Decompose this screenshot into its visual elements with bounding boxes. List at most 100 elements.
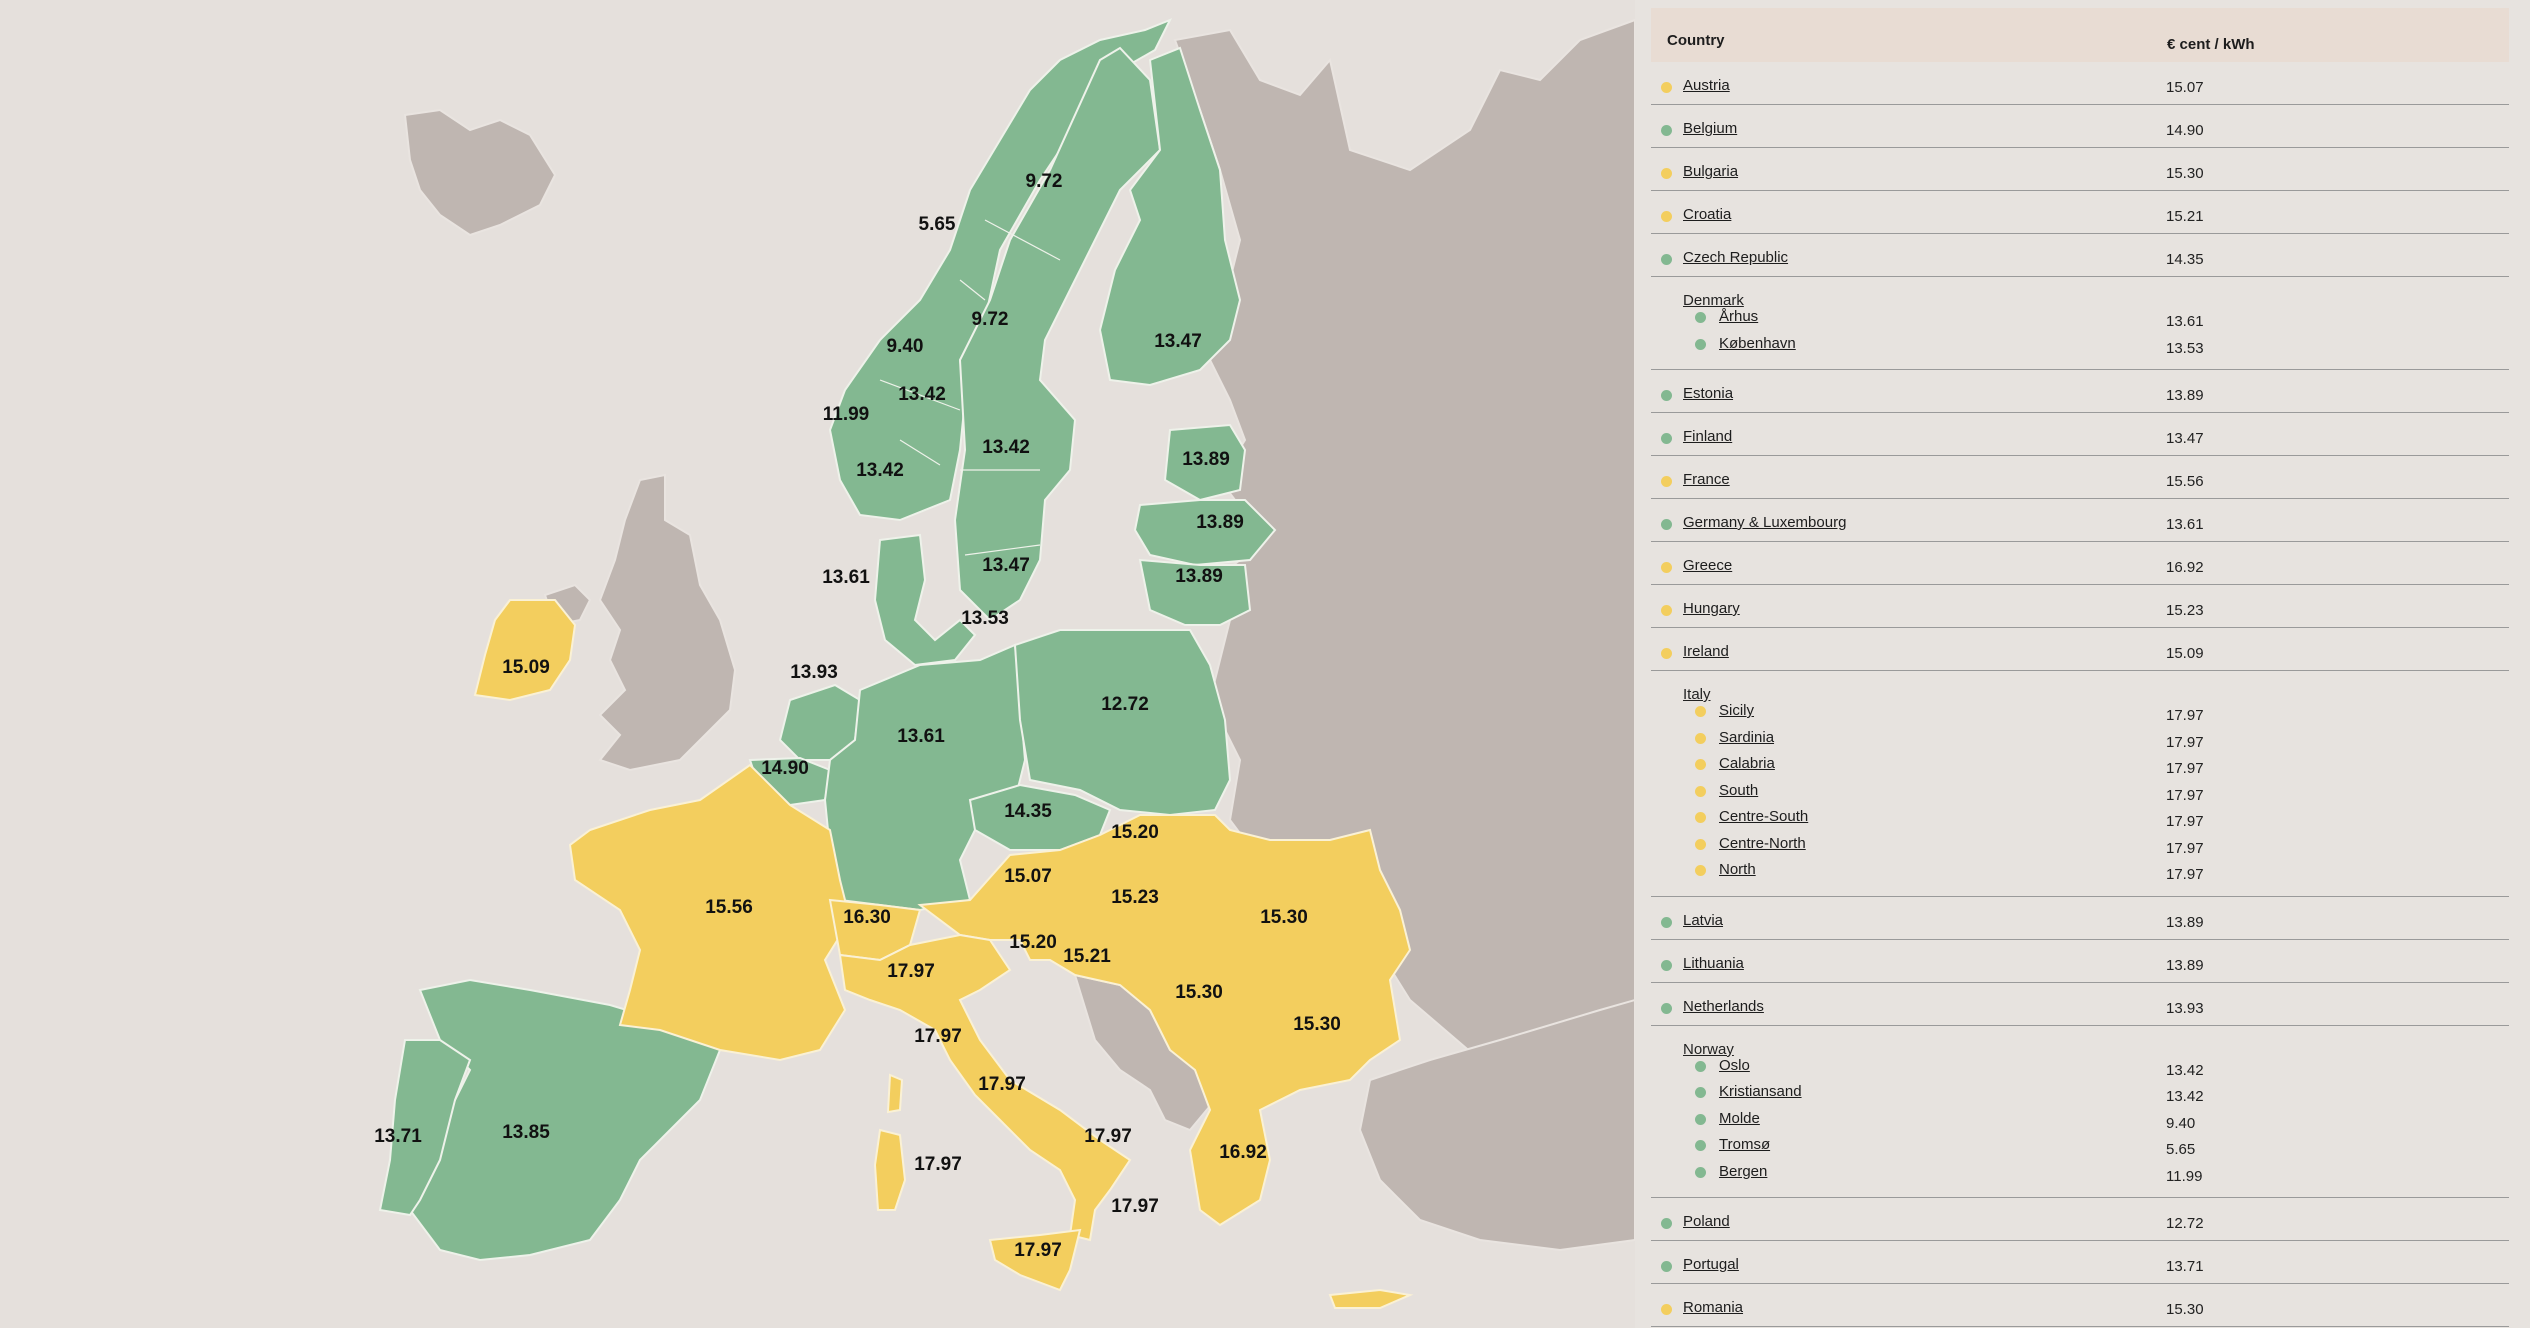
price-value: 17.97 [2166, 866, 2204, 883]
map-label-greece: 16.92 [1219, 1142, 1267, 1163]
country-link[interactable]: Finland [1683, 428, 1733, 445]
group-name[interactable]: Norway [1683, 1040, 1734, 1058]
table-sub-row: Oslo 13.42 [1651, 1055, 2509, 1082]
map-label-no-kristiansand: 13.42 [856, 460, 904, 481]
table-sub-row: Sardinia 17.97 [1651, 727, 2509, 754]
finland-region [1098, 46, 1242, 387]
table-row: Czech Republic 14.35 [1651, 234, 2509, 277]
table-row: Estonia 13.89 [1651, 370, 2509, 413]
portugal-region [378, 1039, 472, 1217]
country-link[interactable]: Austria [1683, 77, 1730, 94]
price-dot-icon [1661, 959, 1672, 971]
map-label-bulgaria: 15.30 [1293, 1014, 1341, 1035]
price-value: 14.35 [2166, 251, 2204, 268]
country-link[interactable]: Belgium [1683, 120, 1738, 137]
price-dot-icon [1661, 168, 1672, 179]
map-label-ireland: 15.09 [502, 657, 550, 678]
table-row: Latvia 13.89 [1651, 897, 2509, 940]
map-label-serbia: 15.30 [1175, 982, 1223, 1003]
ireland-region [473, 599, 577, 702]
lithuania-region [1138, 558, 1252, 626]
map-label-it-south: 17.97 [1084, 1126, 1132, 1147]
region-link[interactable]: Kristiansand [1719, 1083, 1802, 1100]
country-link[interactable]: Ireland [1683, 643, 1729, 660]
region-link[interactable]: Centre-North [1719, 834, 1806, 852]
map-label-croatia: 15.21 [1063, 946, 1111, 967]
central-se-europe-region [917, 814, 1412, 1227]
country-column-header[interactable]: Country [1667, 32, 1725, 49]
country-link[interactable]: Croatia [1683, 206, 1732, 223]
region-border-line [959, 279, 986, 301]
norway-region [828, 18, 1173, 522]
country-link[interactable]: Portugal [1683, 1256, 1739, 1273]
price-value: 17.97 [2166, 786, 2204, 804]
price-dot-icon [1695, 1166, 1706, 1178]
map-label-se-south4: 13.47 [982, 555, 1030, 576]
price-value: 13.93 [2166, 999, 2204, 1017]
table-sub-row: South 17.97 [1651, 780, 2509, 807]
table-row: Belgium 14.90 [1651, 105, 2509, 148]
table-sub-row: Tromsø 5.65 [1651, 1134, 2509, 1161]
price-value: 17.97 [2166, 707, 2204, 724]
table-row: Netherlands 13.93 [1651, 983, 2509, 1026]
map-label-no-molde: 9.40 [887, 336, 924, 357]
region-link[interactable]: Calabria [1719, 755, 1775, 772]
region-link[interactable]: Sicily [1719, 702, 1755, 719]
region-link[interactable]: Molde [1719, 1109, 1760, 1127]
map-label-se-north: 9.72 [1026, 171, 1063, 192]
region-link[interactable]: Århus [1719, 308, 1759, 325]
country-link[interactable]: France [1683, 471, 1730, 488]
price-map[interactable]: 5.65 9.72 9.72 9.40 13.42 11.99 13.42 13.42 13.4… [0, 0, 1635, 1328]
country-link[interactable]: Poland [1683, 1213, 1730, 1230]
country-link[interactable]: Greece [1683, 557, 1733, 574]
region-link[interactable]: Tromsø [1719, 1136, 1771, 1153]
country-link[interactable]: Czech Republic [1683, 249, 1789, 266]
corsica-region [886, 1073, 904, 1114]
country-link[interactable]: Bulgaria [1683, 163, 1739, 180]
scrollbar[interactable] [2520, 0, 2530, 1328]
map-svg: 5.65 9.72 9.72 9.40 13.42 11.99 13.42 13.42 13.4… [374, 18, 1635, 1309]
map-label-dk-east: 13.53 [961, 608, 1009, 629]
country-link[interactable]: Lithuania [1683, 954, 1744, 972]
table-row: Lithuania 13.89 [1651, 940, 2509, 983]
country-link[interactable]: Netherlands [1683, 997, 1764, 1015]
region-link[interactable]: Oslo [1719, 1056, 1750, 1074]
region-link[interactable]: Bergen [1719, 1162, 1768, 1180]
price-dot-icon [1695, 338, 1706, 350]
price-dot-icon [1695, 1113, 1706, 1125]
price-dot-icon [1661, 433, 1672, 444]
price-dot-icon [1695, 1087, 1706, 1098]
sweden-region [953, 46, 1162, 622]
map-label-it-centre-north: 17.97 [914, 1026, 962, 1047]
region-link[interactable]: København [1719, 334, 1796, 352]
region-link[interactable]: South [1719, 781, 1759, 799]
table-sub-row: Centre-South 17.97 [1651, 806, 2509, 833]
price-value: 15.09 [2166, 645, 2204, 662]
price-dot-icon [1661, 519, 1672, 530]
group-name[interactable]: Italy [1683, 686, 1711, 703]
map-label-no-tromso: 5.65 [919, 214, 956, 235]
region-link[interactable]: North [1719, 861, 1756, 878]
map-label-spain: 13.85 [502, 1122, 550, 1143]
price-dot-icon [1661, 605, 1672, 616]
price-value: 17.97 [2166, 839, 2204, 857]
price-dot-icon [1695, 706, 1706, 717]
country-link[interactable]: Hungary [1683, 600, 1740, 617]
poland-region [1013, 629, 1232, 817]
price-value: 16.92 [2166, 559, 2204, 576]
table-sub-row: Centre-North 17.97 [1651, 833, 2509, 860]
country-link[interactable]: Estonia [1683, 385, 1734, 402]
country-link[interactable]: Germany & Luxembourg [1683, 514, 1847, 531]
country-link[interactable]: Latvia [1683, 911, 1724, 929]
region-link[interactable]: Sardinia [1719, 728, 1775, 746]
country-link[interactable]: Romania [1683, 1299, 1744, 1316]
group-name[interactable]: Denmark [1683, 292, 1744, 309]
region-link[interactable]: Centre-South [1719, 808, 1809, 825]
table-row: Austria 15.07 [1651, 62, 2509, 105]
table-sub-row: Bergen 11.99 [1651, 1161, 2509, 1188]
map-label-latvia: 13.89 [1196, 512, 1244, 533]
map-label-poland: 12.72 [1101, 694, 1149, 715]
price-column-header[interactable]: € cent / kWh [2167, 36, 2255, 53]
price-dot-icon [1661, 211, 1672, 222]
table-sub-row: Sicily 17.97 [1651, 700, 2509, 727]
